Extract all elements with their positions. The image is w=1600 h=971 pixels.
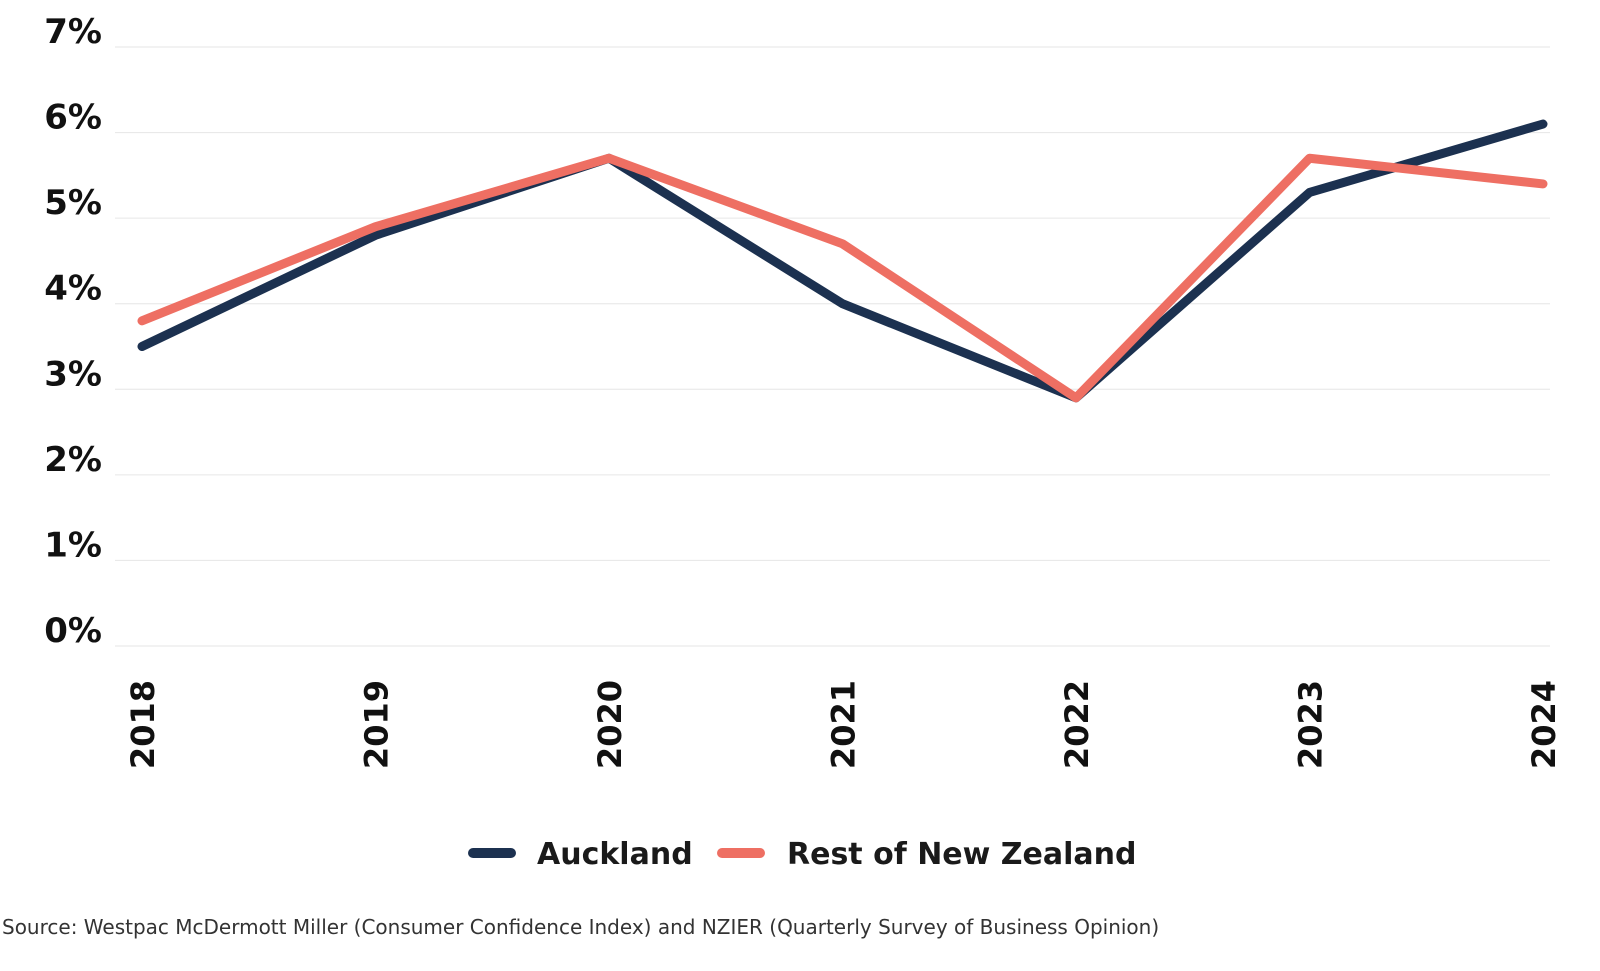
legend-label: Auckland	[537, 837, 693, 872]
x-tick-label: 2020	[591, 680, 629, 769]
y-tick-label: 7%	[44, 12, 102, 52]
x-tick-label: 2024	[1525, 680, 1563, 769]
y-tick-label: 3%	[44, 354, 102, 394]
y-tick-label: 1%	[44, 525, 102, 565]
y-tick-label: 4%	[44, 269, 102, 309]
y-tick-label: 0%	[44, 611, 102, 651]
x-tick-label: 2022	[1058, 680, 1096, 769]
y-axis-ticks: 0% 1% 2% 3% 4% 5% 6% 7%	[44, 12, 102, 651]
series-lines	[137, 119, 1548, 403]
legend-label: Rest of New Zealand	[787, 837, 1137, 872]
series-line-auckland	[137, 119, 1548, 403]
series-line-rest-of-new-zealand	[137, 153, 1548, 403]
x-axis-ticks: 2018 2019 2020 2021 2022 2023 2024	[124, 680, 1563, 769]
y-tick-label: 2%	[44, 440, 102, 480]
x-tick-label: 2018	[124, 680, 162, 769]
x-tick-label: 2019	[358, 680, 396, 769]
x-tick-label: 2021	[825, 680, 863, 769]
x-tick-label: 2023	[1292, 680, 1330, 769]
gridlines	[115, 46, 1550, 647]
y-tick-label: 5%	[44, 183, 102, 223]
source-note: Source: Westpac McDermott Miller (Consum…	[2, 915, 1159, 939]
legend: Auckland Rest of New Zealand	[468, 837, 1137, 872]
y-tick-label: 6%	[44, 98, 102, 138]
